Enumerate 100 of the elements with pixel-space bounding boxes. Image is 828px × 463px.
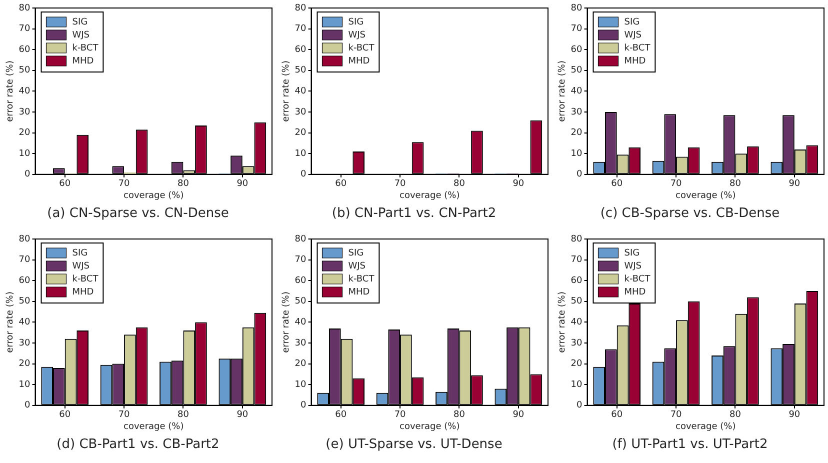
y-tick-label: 20 bbox=[294, 128, 307, 138]
y-tick-label: 50 bbox=[18, 296, 31, 307]
y-tick-label: 30 bbox=[570, 338, 583, 348]
y-tick-label: 60 bbox=[570, 44, 583, 55]
y-tick-label: 80 bbox=[18, 234, 31, 244]
y-tick-label: 0 bbox=[300, 170, 307, 180]
y-tick-label: 30 bbox=[18, 338, 31, 348]
x-tick-label: 80 bbox=[729, 410, 742, 420]
y-tick-label: 10 bbox=[294, 148, 307, 159]
y-tick-label: 40 bbox=[294, 86, 307, 97]
y-tick-label: 80 bbox=[570, 3, 583, 14]
y-tick-label: 0 bbox=[576, 400, 583, 411]
x-tick-label: 90 bbox=[512, 410, 524, 420]
legend-label: MHD bbox=[348, 287, 370, 298]
x-tick-label: 90 bbox=[236, 179, 248, 190]
y-axis-title: error rate (%) bbox=[558, 292, 568, 353]
y-tick-label: 0 bbox=[24, 400, 31, 411]
y-tick-label: 10 bbox=[570, 148, 583, 159]
legend-label: MHD bbox=[624, 287, 646, 298]
text: (d) CB-Part1 vs. CB-Part2 bbox=[56, 436, 220, 454]
x-tick-label: 70 bbox=[394, 410, 406, 420]
legend-label: k-BCT bbox=[348, 43, 375, 54]
y-tick-label: 70 bbox=[570, 24, 583, 34]
y-tick-label: 10 bbox=[18, 148, 31, 159]
legend-label: WJS bbox=[624, 30, 642, 40]
legend-label: k-BCT bbox=[624, 274, 651, 284]
legend-label: MHD bbox=[348, 56, 370, 66]
y-tick-label: 0 bbox=[300, 400, 307, 411]
legend-label: SIG bbox=[624, 248, 640, 258]
y-tick-label: 70 bbox=[294, 255, 307, 266]
x-tick-label: 80 bbox=[177, 179, 190, 190]
y-tick-label: 30 bbox=[18, 107, 31, 118]
y-tick-label: 60 bbox=[18, 276, 31, 286]
x-axis-title: coverage (%) bbox=[676, 190, 736, 201]
y-tick-label: 40 bbox=[18, 318, 31, 328]
y-tick-label: 30 bbox=[570, 107, 583, 118]
legend-label: WJS bbox=[348, 261, 366, 272]
legend-label: SIG bbox=[348, 17, 364, 28]
legend-label: WJS bbox=[72, 261, 90, 272]
y-tick-label: 50 bbox=[570, 66, 583, 76]
x-tick-label: 60 bbox=[335, 179, 347, 190]
legend-label: k-BCT bbox=[72, 43, 99, 54]
y-tick-label: 30 bbox=[294, 107, 307, 118]
x-axis-title: coverage (%) bbox=[124, 422, 184, 432]
y-tick-label: 40 bbox=[570, 318, 583, 328]
y-tick-label: 20 bbox=[570, 359, 583, 370]
text: (c) CB-Sparse vs. CB-Dense bbox=[599, 205, 781, 223]
x-tick-label: 60 bbox=[59, 410, 71, 420]
legend-label: k-BCT bbox=[348, 274, 375, 284]
legend-label: SIG bbox=[348, 248, 364, 258]
y-tick-label: 10 bbox=[570, 380, 583, 390]
x-tick-label: 70 bbox=[394, 179, 406, 190]
y-tick-label: 50 bbox=[18, 66, 31, 76]
legend-label: MHD bbox=[624, 56, 646, 66]
x-axis-title: coverage (%) bbox=[400, 190, 460, 201]
x-tick-label: 70 bbox=[118, 179, 130, 190]
y-tick-label: 60 bbox=[294, 44, 307, 55]
y-tick-label: 70 bbox=[18, 255, 31, 266]
y-axis-title: error rate (%) bbox=[6, 292, 16, 353]
y-tick-label: 60 bbox=[18, 44, 31, 55]
y-tick-label: 60 bbox=[294, 276, 307, 286]
x-tick-label: 60 bbox=[611, 179, 623, 190]
x-axis-title: coverage (%) bbox=[676, 422, 736, 432]
legend-label: WJS bbox=[624, 261, 642, 272]
y-tick-label: 10 bbox=[294, 380, 307, 390]
y-tick-label: 70 bbox=[18, 24, 31, 34]
x-tick-label: 70 bbox=[118, 410, 130, 420]
text: (f) UT-Part1 vs. UT-Part2 bbox=[611, 436, 769, 454]
legend-label: k-BCT bbox=[72, 274, 99, 284]
y-tick-label: 40 bbox=[570, 86, 583, 97]
text: (a) CN-Sparse vs. CN-Dense bbox=[46, 205, 230, 223]
x-tick-label: 90 bbox=[236, 410, 248, 420]
y-tick-label: 70 bbox=[294, 24, 307, 34]
legend-label: WJS bbox=[72, 30, 90, 40]
legend-label: k-BCT bbox=[624, 43, 651, 54]
text: (e) UT-Sparse vs. UT-Dense bbox=[324, 436, 504, 454]
x-axis-title: coverage (%) bbox=[400, 422, 460, 432]
y-tick-label: 80 bbox=[18, 3, 31, 14]
x-tick-label: 90 bbox=[788, 179, 800, 190]
y-tick-label: 80 bbox=[294, 234, 307, 244]
x-axis-title: coverage (%) bbox=[124, 190, 184, 201]
y-tick-label: 20 bbox=[18, 128, 31, 138]
y-axis-title: error rate (%) bbox=[6, 60, 16, 122]
legend-label: WJS bbox=[348, 30, 366, 40]
x-tick-label: 90 bbox=[788, 410, 800, 420]
x-tick-label: 80 bbox=[453, 410, 466, 420]
x-tick-label: 80 bbox=[729, 179, 742, 190]
y-axis-title: error rate (%) bbox=[282, 60, 292, 122]
y-tick-label: 30 bbox=[294, 338, 307, 348]
x-tick-label: 70 bbox=[670, 410, 682, 420]
y-tick-label: 0 bbox=[576, 170, 583, 180]
legend-label: SIG bbox=[72, 248, 88, 258]
x-tick-label: 80 bbox=[453, 179, 466, 190]
y-tick-label: 50 bbox=[294, 66, 307, 76]
y-axis-title: error rate (%) bbox=[282, 292, 292, 353]
y-tick-label: 80 bbox=[294, 3, 307, 14]
x-tick-label: 60 bbox=[59, 179, 71, 190]
legend-label: SIG bbox=[624, 17, 640, 28]
y-tick-label: 60 bbox=[570, 276, 583, 286]
y-tick-label: 20 bbox=[570, 128, 583, 138]
